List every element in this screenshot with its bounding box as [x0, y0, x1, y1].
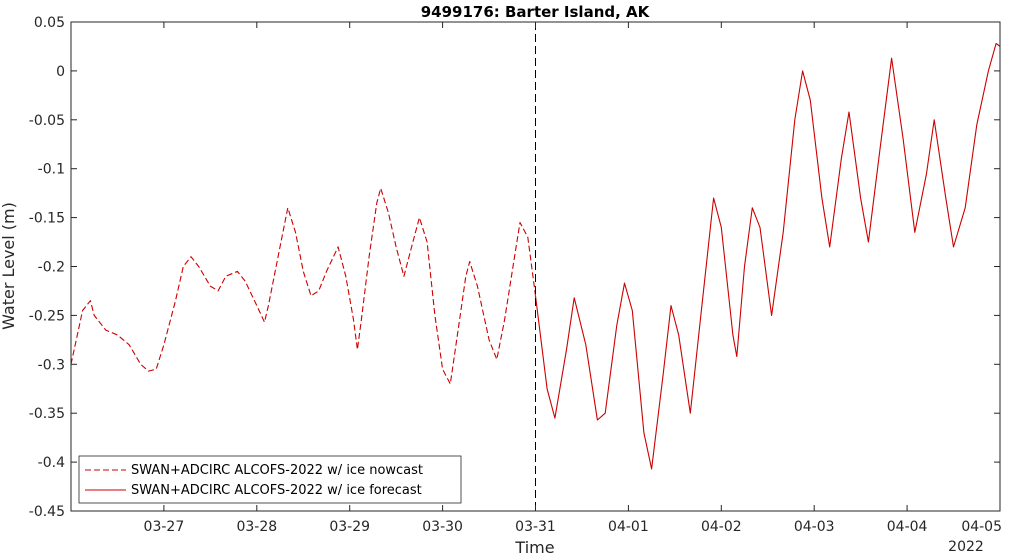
series-layer: [70, 42, 1001, 470]
y-tick-label: -0.45: [29, 504, 65, 520]
y-tick-label: -0.15: [29, 211, 65, 227]
series-line-nowcast: [70, 187, 537, 385]
series-line-forecast: [534, 42, 1001, 470]
x-tick-label: 03-30: [422, 519, 463, 535]
x-tick-label: 03-28: [236, 519, 277, 535]
legend: SWAN+ADCIRC ALCOFS-2022 w/ ice nowcast S…: [78, 455, 462, 504]
y-axis: -0.45 -0.4 -0.35 -0.3 -0.25 -0.2 -0.15 -0.1 -0.0…: [29, 15, 1000, 520]
x-tick-label: 04-05: [961, 519, 1002, 535]
legend-label-forecast: SWAN+ADCIRC ALCOFS-2022 w/ ice forecast: [131, 483, 422, 498]
y-tick-label: -0.1: [38, 162, 65, 178]
y-tick-label: -0.2: [38, 260, 65, 276]
y-tick-label: -0.3: [38, 357, 65, 373]
x-axis-year-label: 2022: [948, 539, 984, 555]
x-axis: 03-27 03-28 03-29 03-30 03-31 04-01 04-02 04-03…: [144, 22, 1002, 535]
x-tick-label: 03-31: [515, 519, 556, 535]
y-tick-label: -0.05: [29, 113, 65, 129]
y-tick-label: -0.35: [29, 406, 65, 422]
x-tick-label: 03-27: [144, 519, 185, 535]
x-tick-label: 04-04: [887, 519, 928, 535]
legend-label-nowcast: SWAN+ADCIRC ALCOFS-2022 w/ ice nowcast: [131, 463, 423, 478]
y-axis-label: Water Level (m): [0, 202, 18, 330]
x-tick-label: 03-29: [329, 519, 370, 535]
y-tick-label: -0.4: [38, 455, 65, 471]
x-tick-label: 04-03: [794, 519, 835, 535]
chart-title: 9499176: Barter Island, AK: [421, 3, 651, 21]
y-tick-label: 0: [56, 64, 65, 80]
x-tick-label: 04-02: [701, 519, 742, 535]
legend-box: [78, 455, 462, 504]
x-tick-label: 04-01: [608, 519, 649, 535]
y-tick-label: 0.05: [34, 15, 65, 31]
y-tick-label: -0.25: [29, 308, 65, 324]
x-axis-label: Time: [514, 538, 554, 555]
